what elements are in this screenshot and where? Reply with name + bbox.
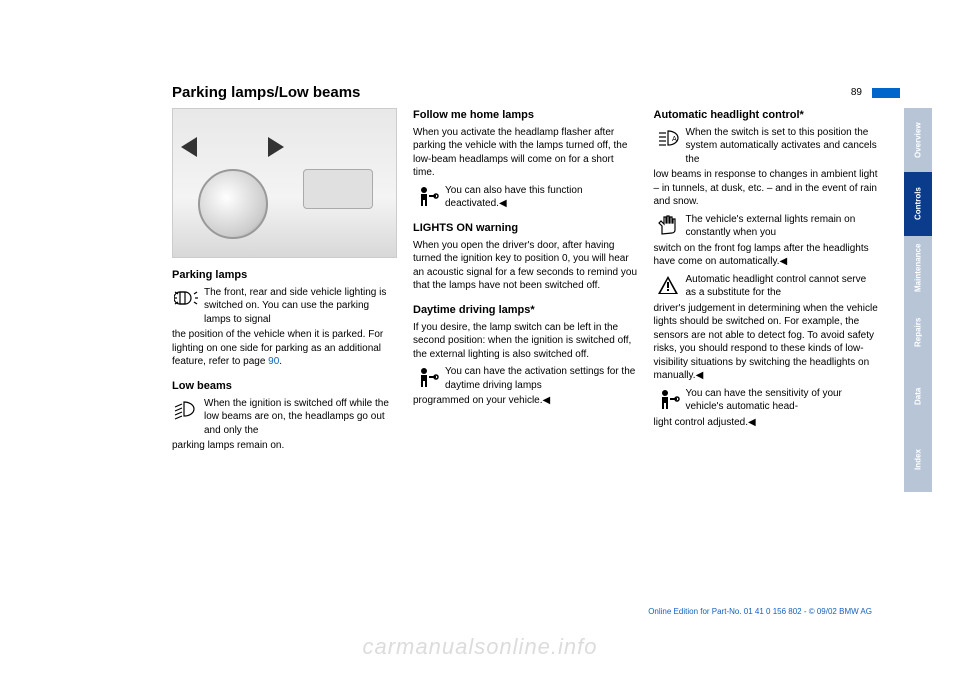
low-beams-paragraph: When the ignition is switched off while … — [172, 397, 397, 438]
auto-headlight-paragraph: A When the switch is set to this positio… — [654, 126, 879, 167]
page-number: 89 — [851, 87, 862, 98]
parking-lamp-icon — [172, 286, 200, 310]
subhead-low-beams: Low beams — [172, 379, 397, 394]
subhead-follow-me-home: Follow me home lamps — [413, 108, 638, 123]
low-beams-text-lead: When the ignition is switched off while … — [204, 397, 397, 438]
warning-text-lead: Automatic headlight control cannot serve… — [686, 273, 879, 300]
parking-lamps-text-lead: The front, rear and side vehicle lightin… — [204, 286, 397, 327]
section-tabs: Overview Controls Maintenance Repairs Da… — [904, 108, 932, 492]
warning-triangle-icon — [654, 273, 682, 297]
page-title: Parking lamps/Low beams — [172, 84, 360, 101]
column-1: Parking lamps The front, rear and side v… — [172, 108, 397, 457]
tab-index[interactable]: Index — [904, 428, 932, 492]
footer-copyright: Online Edition for Part-No. 01 41 0 156 … — [648, 607, 872, 616]
person-key-icon-2 — [413, 365, 441, 389]
tab-data[interactable]: Data — [904, 364, 932, 428]
warning-note: Automatic headlight control cannot serve… — [654, 273, 879, 300]
tab-overview[interactable]: Overview — [904, 108, 932, 172]
figure-dial-icon — [198, 169, 268, 239]
auto-headlight-text-lead: When the switch is set to this position … — [686, 126, 879, 167]
column-2: Follow me home lamps When you activate t… — [413, 108, 638, 457]
daytime-text: If you desire, the lamp switch can be le… — [413, 321, 638, 362]
svg-text:A: A — [672, 136, 677, 143]
tab-maintenance[interactable]: Maintenance — [904, 236, 932, 300]
page-header: Parking lamps/Low beams 89 — [172, 84, 900, 101]
subhead-auto-headlight: Automatic headlight control* — [654, 108, 879, 123]
external-lights-note: The vehicle's external lights remain on … — [654, 213, 879, 240]
daytime-program-note: You can have the activation settings for… — [413, 365, 638, 392]
manual-page: Parking lamps/Low beams 89 Overview Cont… — [0, 0, 960, 678]
subhead-parking-lamps: Parking lamps — [172, 268, 397, 283]
column-3: Automatic headlight control* A When the … — [654, 108, 879, 457]
daytime-program-text-cont: programmed on your vehicle.◀ — [413, 394, 638, 408]
parking-lamps-text-cont: the position of the vehicle when it is p… — [172, 328, 397, 369]
warning-text-cont: driver's judgement in determining when t… — [654, 302, 879, 383]
parking-lamps-text-end: . — [279, 356, 282, 367]
watermark: carmanualsonline.info — [0, 634, 960, 660]
tab-repairs[interactable]: Repairs — [904, 300, 932, 364]
figure-slider-icon — [303, 169, 373, 209]
sensitivity-text-lead: You can have the sensitivity of your veh… — [686, 387, 879, 414]
figure-arrow-left-icon — [181, 137, 197, 157]
sensitivity-text-cont: light control adjusted.◀ — [654, 416, 879, 430]
page-ref-90[interactable]: 90 — [268, 356, 279, 367]
figure-arrow-right-icon — [268, 137, 284, 157]
light-switch-figure — [172, 108, 397, 258]
person-key-icon — [413, 184, 441, 208]
page-number-block: 89 — [851, 87, 900, 98]
deactivate-note: You can also have this function deactiva… — [413, 184, 638, 211]
external-lights-text-cont: switch on the front fog lamps after the … — [654, 242, 879, 269]
parking-lamps-paragraph: The front, rear and side vehicle lightin… — [172, 286, 397, 327]
daytime-program-text-lead: You can have the activation settings for… — [445, 365, 638, 392]
low-beams-text-cont: parking lamps remain on. — [172, 439, 397, 453]
low-beam-icon — [172, 397, 200, 421]
hand-icon — [654, 213, 682, 237]
deactivate-text: You can also have this function deactiva… — [445, 184, 638, 211]
page-accent-box — [872, 88, 900, 98]
person-key-icon-3 — [654, 387, 682, 411]
sensitivity-note: You can have the sensitivity of your veh… — [654, 387, 879, 414]
lights-on-text: When you open the driver's door, after h… — [413, 239, 638, 293]
tab-controls[interactable]: Controls — [904, 172, 932, 236]
external-lights-text-lead: The vehicle's external lights remain on … — [686, 213, 879, 240]
auto-headlight-text-cont: low beams in response to changes in ambi… — [654, 168, 879, 209]
subhead-daytime: Daytime driving lamps* — [413, 303, 638, 318]
content-columns: Parking lamps The front, rear and side v… — [172, 108, 878, 457]
auto-headlight-icon: A — [654, 126, 682, 150]
subhead-lights-on: LIGHTS ON warning — [413, 221, 638, 236]
follow-me-home-text: When you activate the headlamp flasher a… — [413, 126, 638, 180]
